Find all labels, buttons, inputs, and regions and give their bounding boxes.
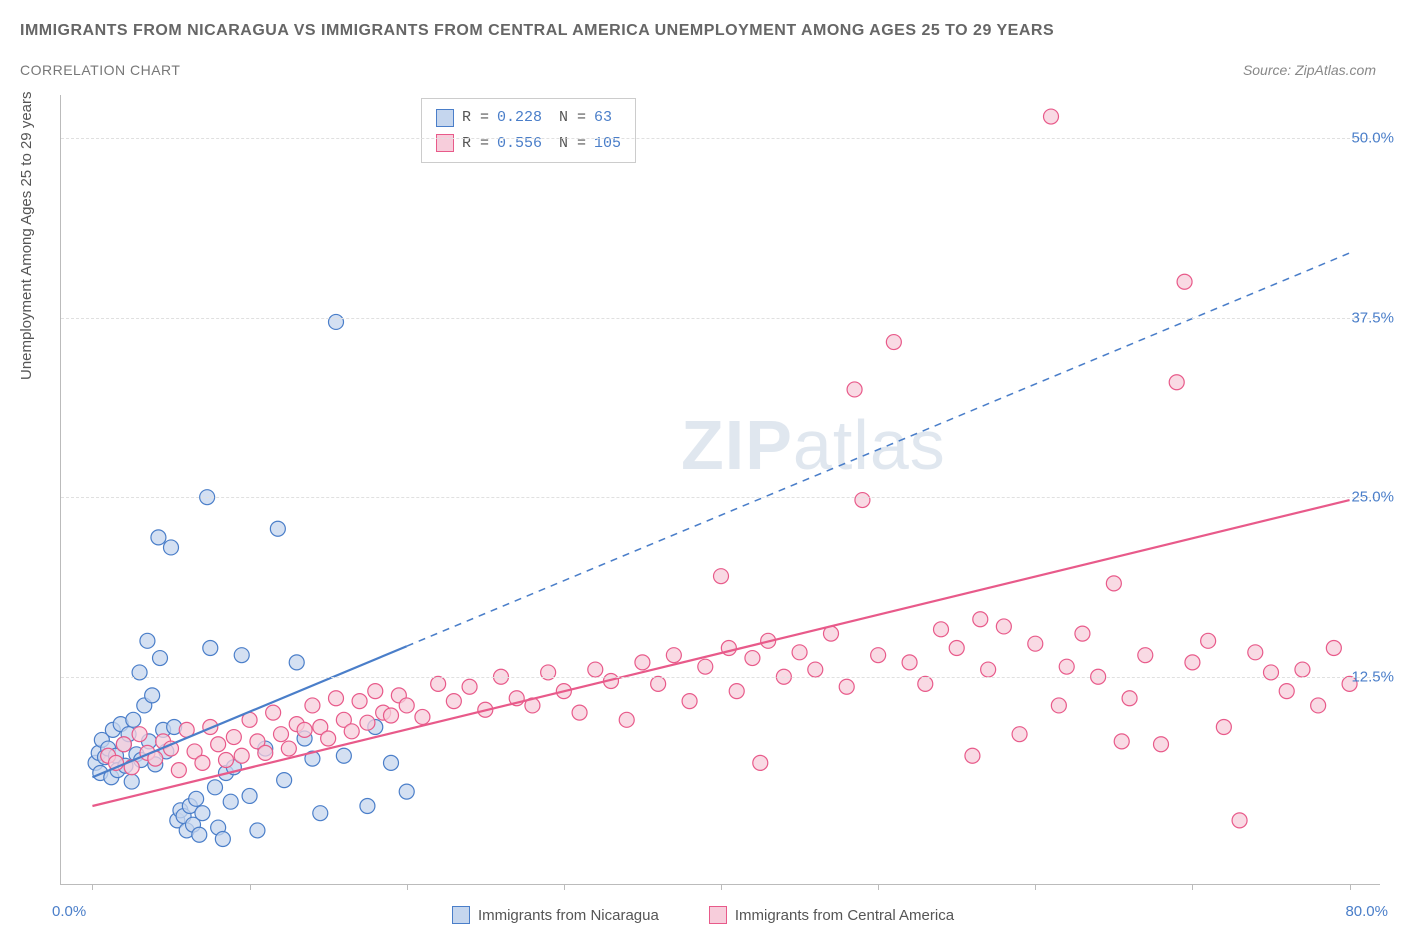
n-value-nicaragua: 63 bbox=[594, 105, 612, 131]
y-axis-label: Unemployment Among Ages 25 to 29 years bbox=[18, 91, 35, 380]
swatch-nicaragua bbox=[436, 109, 454, 127]
y-tick-label: 25.0% bbox=[1351, 489, 1394, 506]
y-tick-label: 37.5% bbox=[1351, 309, 1394, 326]
legend-item-nicaragua: Immigrants from Nicaragua bbox=[452, 906, 659, 924]
r-value-central-america: 0.556 bbox=[497, 131, 542, 157]
stat-row-central-america: R = 0.556 N = 105 bbox=[436, 131, 621, 157]
y-tick-label: 50.0% bbox=[1351, 130, 1394, 147]
chart-title: IMMIGRANTS FROM NICARAGUA VS IMMIGRANTS … bbox=[20, 22, 1054, 40]
n-label: N = bbox=[550, 105, 586, 131]
r-value-nicaragua: 0.228 bbox=[497, 105, 542, 131]
legend-label-nicaragua: Immigrants from Nicaragua bbox=[478, 907, 659, 924]
scatter-svg bbox=[61, 95, 1380, 884]
legend-swatch-nicaragua bbox=[452, 906, 470, 924]
chart-container: IMMIGRANTS FROM NICARAGUA VS IMMIGRANTS … bbox=[0, 0, 1406, 930]
r-label: R = bbox=[462, 131, 489, 157]
legend: Immigrants from Nicaragua Immigrants fro… bbox=[0, 906, 1406, 924]
chart-subtitle: CORRELATION CHART bbox=[20, 62, 180, 78]
source-attribution: Source: ZipAtlas.com bbox=[1243, 62, 1376, 78]
legend-item-central-america: Immigrants from Central America bbox=[709, 906, 954, 924]
y-tick-label: 12.5% bbox=[1351, 668, 1394, 685]
plot-area: ZIPatlas R = 0.228 N = 63 R = 0.556 N = … bbox=[60, 95, 1380, 885]
swatch-central-america bbox=[436, 134, 454, 152]
legend-swatch-central-america bbox=[709, 906, 727, 924]
correlation-stats-box: R = 0.228 N = 63 R = 0.556 N = 105 bbox=[421, 98, 636, 163]
legend-label-central-america: Immigrants from Central America bbox=[735, 907, 954, 924]
stat-row-nicaragua: R = 0.228 N = 63 bbox=[436, 105, 621, 131]
n-value-central-america: 105 bbox=[594, 131, 621, 157]
r-label: R = bbox=[462, 105, 489, 131]
n-label: N = bbox=[550, 131, 586, 157]
